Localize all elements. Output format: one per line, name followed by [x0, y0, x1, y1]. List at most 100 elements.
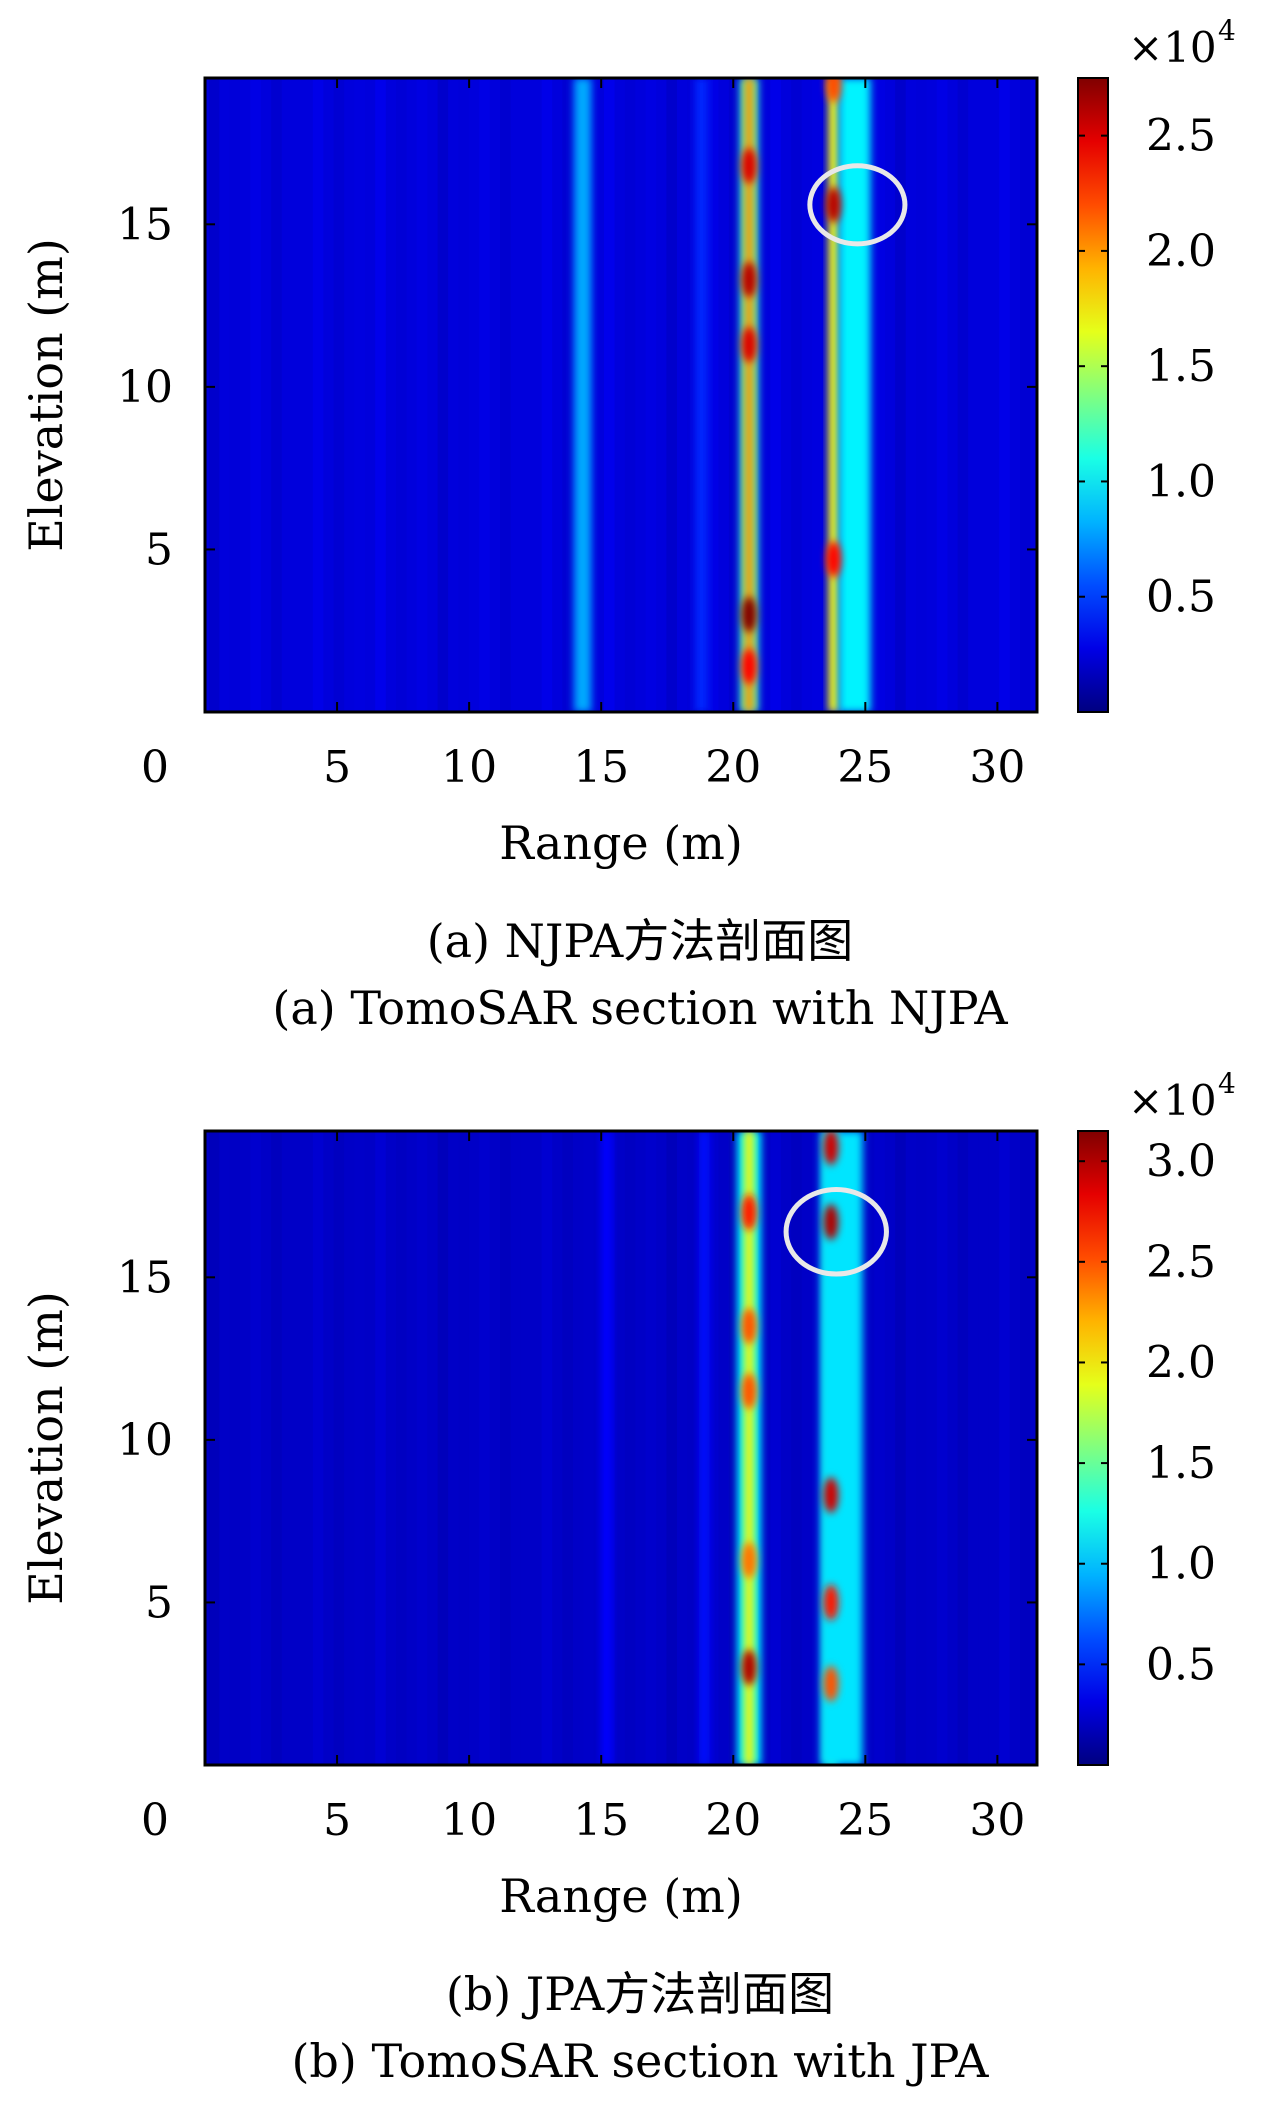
background-stripe — [728, 78, 740, 712]
x-tick-label: 30 — [969, 1795, 1025, 1846]
scatterer-column — [574, 78, 592, 712]
background-stripe — [395, 1131, 407, 1765]
background-stripe — [957, 78, 969, 712]
background-stripe — [375, 78, 386, 712]
background-stripe — [271, 78, 282, 712]
background-stripe — [562, 78, 573, 712]
background-stripe — [707, 1131, 719, 1765]
colorbar — [1077, 77, 1109, 713]
background-stripe — [479, 1131, 490, 1765]
colorbar-tick-label: 2.5 — [1146, 111, 1216, 162]
background-stripe — [291, 1131, 303, 1765]
x-tick-label: 20 — [705, 1795, 761, 1846]
background-stripe — [354, 1131, 365, 1765]
background-stripe — [999, 78, 1010, 712]
background-stripe — [957, 1131, 969, 1765]
background-stripe — [791, 1131, 802, 1765]
background-stripe — [1019, 1131, 1031, 1765]
scatterer-column — [698, 1131, 710, 1765]
x-tick-label: 25 — [837, 742, 893, 793]
hotspot — [741, 1373, 757, 1409]
caption-b-chinese: (b) JPA方法剖面图 — [445, 1967, 835, 2021]
colorbar — [1077, 1130, 1109, 1766]
x-axis-label: Range (m) — [499, 1869, 743, 1923]
caption-a-english: (a) TomoSAR section with NJPA — [272, 981, 1008, 1035]
colorbar-tick-label: 3.0 — [1146, 1136, 1216, 1187]
background-stripe — [312, 78, 324, 712]
background-stripe — [416, 1131, 428, 1765]
x-tick-label: 15 — [573, 1795, 629, 1846]
colorbar-exponent: 4 — [1218, 14, 1236, 47]
background-stripe — [624, 1131, 636, 1765]
background-stripe — [333, 78, 345, 712]
y-tick-label: 5 — [145, 524, 173, 575]
hotspot — [826, 186, 842, 223]
hotspot — [823, 1131, 839, 1166]
colorbar-tick-label: 1.0 — [1146, 1539, 1216, 1590]
hotspot — [741, 1542, 757, 1579]
annotation-ellipse — [783, 1187, 889, 1277]
x-tick-label: 5 — [323, 742, 351, 793]
background-stripe — [687, 78, 698, 712]
y-tick-label: 10 — [117, 1415, 173, 1466]
caption-b-english: (b) TomoSAR section with JPA — [291, 2034, 989, 2088]
background-stripe — [499, 78, 511, 712]
background-stripe — [312, 1131, 324, 1765]
x-tick-label: 30 — [969, 742, 1025, 793]
background-stripe — [479, 78, 490, 712]
background-stripe — [666, 1131, 677, 1765]
tomosar-heatmap-b: 0 5 10 15 20 25 30 5 10 15 Range (m) Elevation (m) 0… — [19, 1067, 1236, 1923]
hotspot — [741, 1194, 757, 1231]
scatterer-column — [744, 78, 754, 712]
background-stripe — [645, 78, 657, 712]
background-stripe — [250, 78, 261, 712]
heatmap-layer — [208, 78, 1031, 712]
background-stripe — [915, 78, 927, 712]
background-stripe — [354, 78, 365, 712]
background-stripe — [333, 1131, 345, 1765]
x-tick-label: 0 — [141, 742, 169, 793]
background-stripe — [208, 78, 220, 712]
background-stripe — [416, 78, 428, 712]
background-stripe — [229, 1131, 241, 1765]
x-tick-label: 0 — [141, 1795, 169, 1846]
background-stripe — [291, 78, 303, 712]
scatterer-column — [694, 78, 709, 712]
background-stripe — [229, 78, 241, 712]
background-stripe — [645, 1131, 657, 1765]
background-stripe — [936, 1131, 948, 1765]
tomosar-heatmap-a: 0 5 10 15 20 25 30 5 10 15 Range (m) Elevation (m) 0… — [19, 14, 1236, 870]
background-stripe — [811, 78, 823, 712]
background-stripe — [707, 78, 719, 712]
background-stripe — [624, 78, 636, 712]
x-tick-label: 15 — [573, 742, 629, 793]
y-tick-label: 15 — [117, 1252, 173, 1303]
colorbar-multiplier: ×10 — [1128, 23, 1217, 72]
background-stripe — [978, 1131, 989, 1765]
background-stripe — [437, 78, 449, 712]
background-stripe — [895, 1131, 906, 1765]
figure-panel-b: 0 5 10 15 20 25 30 5 10 15 Range (m) Elevation (m) 0… — [0, 1053, 1280, 2106]
background-stripe — [811, 1131, 823, 1765]
background-stripe — [458, 1131, 469, 1765]
hotspot — [741, 147, 757, 184]
hotspot — [741, 326, 757, 363]
scatterer-column — [601, 1131, 612, 1765]
scatterer-column — [838, 78, 871, 712]
scatterer-column — [828, 78, 839, 712]
caption-a-chinese: (a) NJPA方法剖面图 — [426, 914, 854, 968]
background-stripe — [728, 1131, 740, 1765]
colorbar-exponent: 4 — [1218, 1067, 1236, 1100]
hotspot — [741, 1308, 757, 1344]
y-tick-label: 10 — [117, 362, 173, 413]
background-stripe — [541, 1131, 553, 1765]
background-stripe — [520, 78, 532, 712]
hotspot — [823, 1584, 839, 1621]
scatterer-column — [744, 1131, 754, 1765]
x-axis-label: Range (m) — [499, 816, 743, 870]
background-stripe — [936, 78, 948, 712]
x-tick-label: 25 — [837, 1795, 893, 1846]
background-stripe — [499, 1131, 511, 1765]
colorbar-tick-label: 1.5 — [1146, 341, 1216, 392]
x-tick-label: 20 — [705, 742, 761, 793]
